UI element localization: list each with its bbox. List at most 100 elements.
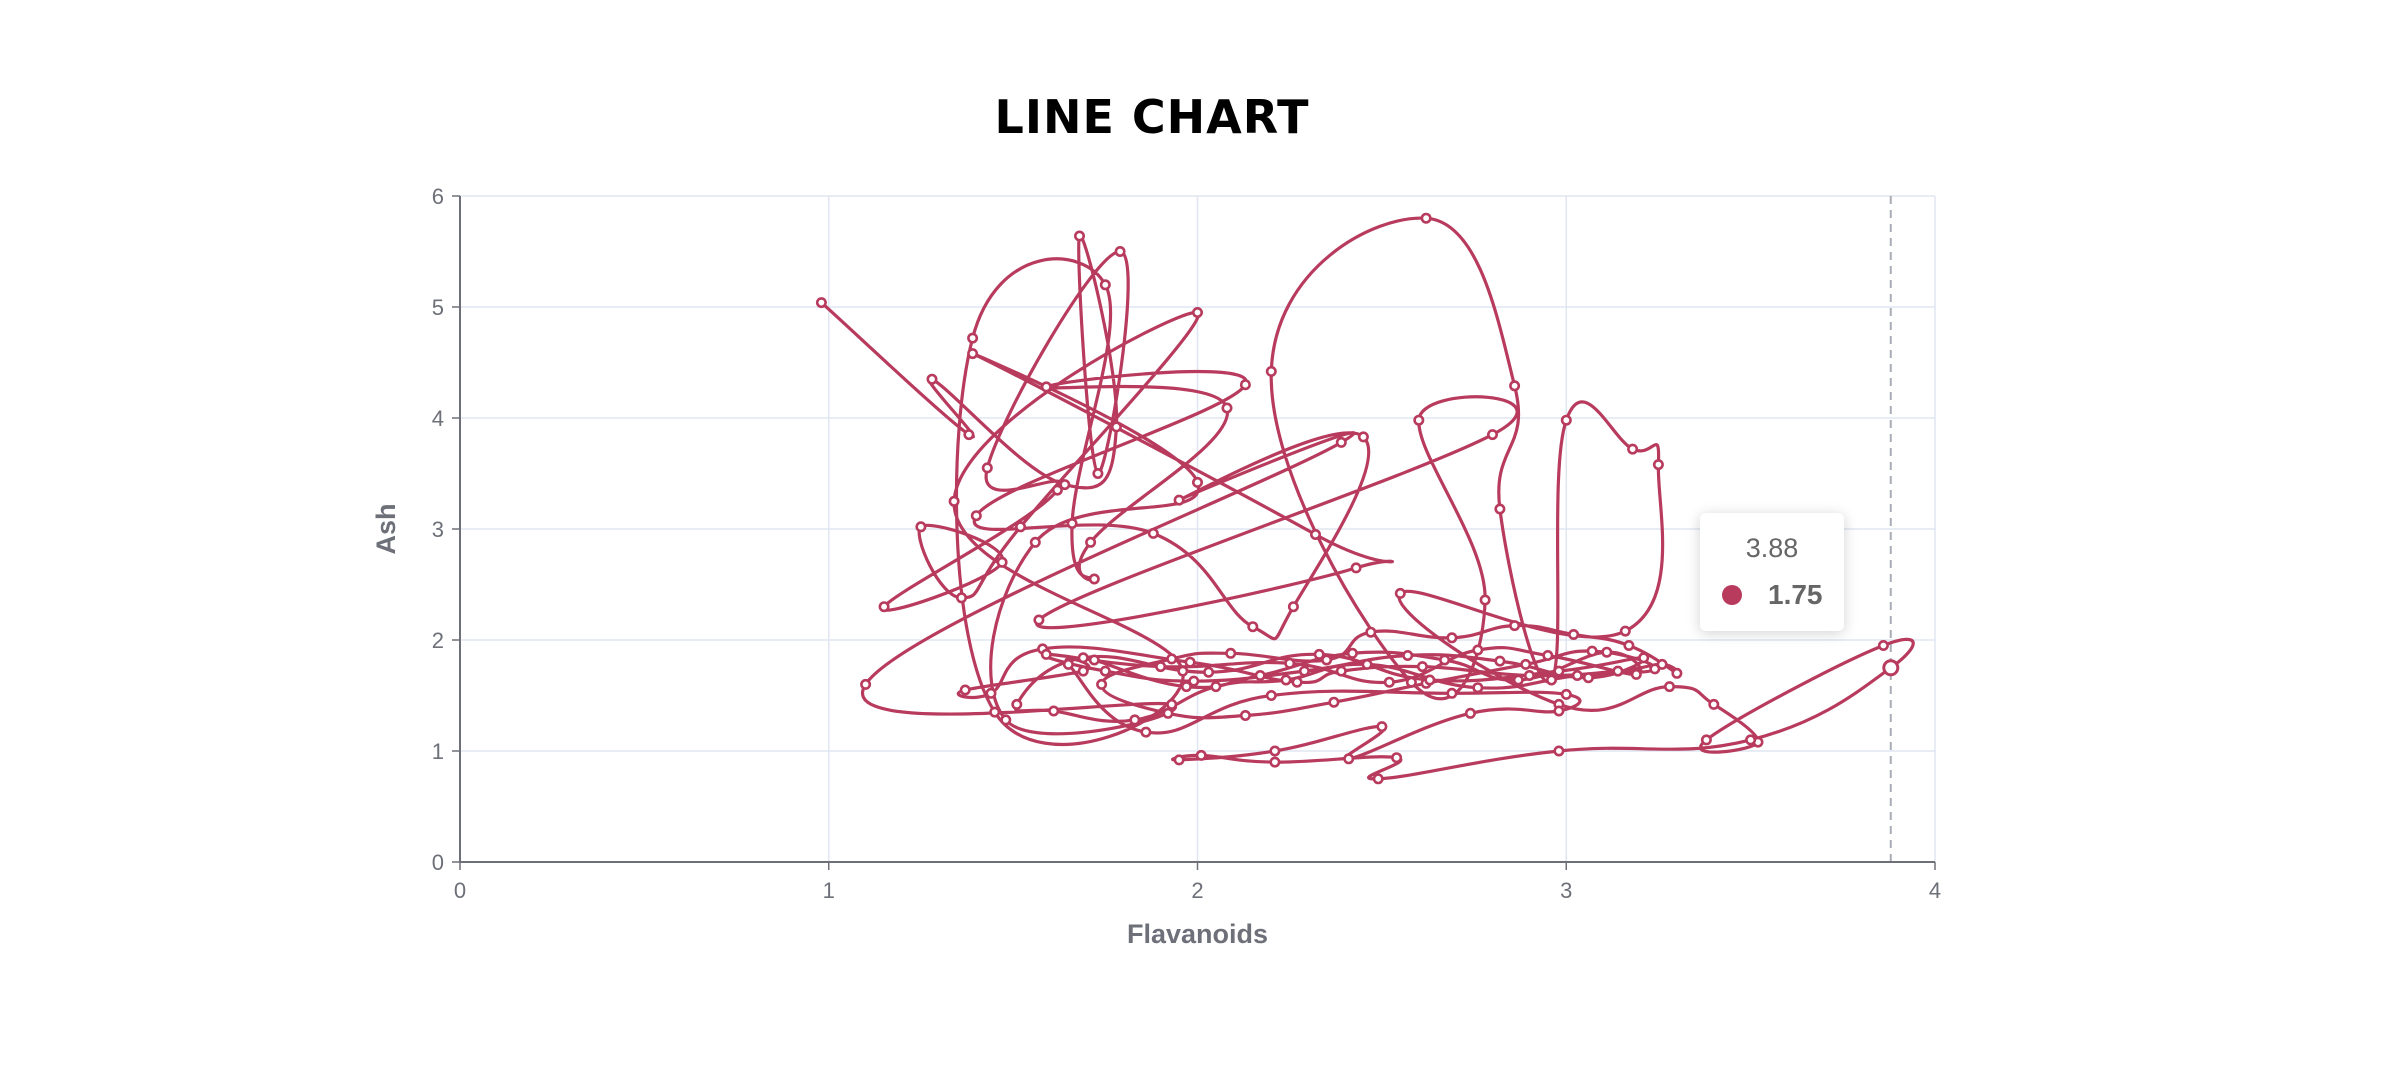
- data-point[interactable]: [926, 373, 938, 385]
- data-point[interactable]: [1335, 665, 1347, 677]
- data-point[interactable]: [1177, 665, 1189, 677]
- data-point[interactable]: [1405, 676, 1417, 688]
- data-point[interactable]: [1357, 431, 1369, 443]
- data-point[interactable]: [1446, 687, 1458, 699]
- data-point[interactable]: [989, 706, 1001, 718]
- data-point[interactable]: [1420, 212, 1432, 224]
- data-point[interactable]: [1479, 594, 1491, 606]
- data-point[interactable]: [1638, 652, 1650, 664]
- data-point[interactable]: [1394, 587, 1406, 599]
- data-point[interactable]: [1439, 654, 1451, 666]
- data-point[interactable]: [1180, 681, 1192, 693]
- data-point[interactable]: [860, 678, 872, 690]
- data-point[interactable]: [1365, 626, 1377, 638]
- data-point[interactable]: [1745, 734, 1757, 746]
- data-point[interactable]: [1346, 647, 1358, 659]
- data-point[interactable]: [1472, 682, 1484, 694]
- data-point[interactable]: [1140, 726, 1152, 738]
- data-point[interactable]: [1446, 632, 1458, 644]
- data-point[interactable]: [1542, 649, 1554, 661]
- data-point[interactable]: [1523, 669, 1535, 681]
- data-point[interactable]: [1269, 756, 1281, 768]
- highlighted-data-point[interactable]: [1882, 659, 1900, 677]
- data-point[interactable]: [1509, 380, 1521, 392]
- data-point[interactable]: [1280, 674, 1292, 686]
- data-point[interactable]: [915, 521, 927, 533]
- data-point[interactable]: [1088, 654, 1100, 666]
- data-point[interactable]: [1221, 402, 1233, 414]
- data-point[interactable]: [1708, 698, 1720, 710]
- data-point[interactable]: [1376, 721, 1388, 733]
- data-point[interactable]: [1048, 705, 1060, 717]
- data-point[interactable]: [1416, 661, 1428, 673]
- data-point[interactable]: [1195, 749, 1207, 761]
- data-point[interactable]: [1239, 709, 1251, 721]
- data-point[interactable]: [1110, 421, 1122, 433]
- data-point[interactable]: [1062, 658, 1074, 670]
- data-point[interactable]: [1413, 414, 1425, 426]
- data-point[interactable]: [1029, 536, 1041, 548]
- data-point[interactable]: [1546, 674, 1558, 686]
- data-point[interactable]: [1051, 484, 1063, 496]
- data-point[interactable]: [1383, 676, 1395, 688]
- data-point[interactable]: [1623, 639, 1635, 651]
- data-point[interactable]: [1700, 734, 1712, 746]
- data-point[interactable]: [1247, 621, 1259, 633]
- data-point[interactable]: [1166, 698, 1178, 710]
- data-point[interactable]: [1011, 698, 1023, 710]
- data-point[interactable]: [1512, 674, 1524, 686]
- data-point[interactable]: [1520, 658, 1532, 670]
- data-point[interactable]: [1361, 658, 1373, 670]
- data-point[interactable]: [1040, 381, 1052, 393]
- data-point[interactable]: [1553, 665, 1565, 677]
- data-point[interactable]: [967, 332, 979, 344]
- data-point[interactable]: [1192, 476, 1204, 488]
- data-point[interactable]: [1162, 707, 1174, 719]
- data-point[interactable]: [1560, 414, 1572, 426]
- data-point[interactable]: [1265, 689, 1277, 701]
- data-point[interactable]: [1099, 665, 1111, 677]
- data-point[interactable]: [1184, 656, 1196, 668]
- data-point[interactable]: [1284, 657, 1296, 669]
- data-point[interactable]: [1619, 625, 1631, 637]
- data-point[interactable]: [1088, 573, 1100, 585]
- data-point[interactable]: [1472, 644, 1484, 656]
- data-point[interactable]: [1287, 601, 1299, 613]
- data-point[interactable]: [1487, 429, 1499, 441]
- data-point[interactable]: [981, 462, 993, 474]
- data-point[interactable]: [948, 495, 960, 507]
- data-point[interactable]: [1877, 639, 1889, 651]
- data-point[interactable]: [1059, 479, 1071, 491]
- data-point[interactable]: [1582, 672, 1594, 684]
- data-point[interactable]: [970, 510, 982, 522]
- data-point[interactable]: [1074, 230, 1086, 242]
- data-point[interactable]: [1464, 707, 1476, 719]
- data-point[interactable]: [996, 556, 1008, 568]
- series-line-layer[interactable]: [820, 216, 1915, 781]
- data-point[interactable]: [1494, 655, 1506, 667]
- data-point[interactable]: [955, 592, 967, 604]
- data-point[interactable]: [1147, 527, 1159, 539]
- data-point[interactable]: [1627, 443, 1639, 455]
- data-point[interactable]: [1077, 652, 1089, 664]
- data-point[interactable]: [1402, 649, 1414, 661]
- data-point[interactable]: [1335, 436, 1347, 448]
- data-point[interactable]: [1033, 614, 1045, 626]
- data-point[interactable]: [1269, 745, 1281, 757]
- data-point[interactable]: [1343, 753, 1355, 765]
- data-point[interactable]: [1092, 467, 1104, 479]
- data-point[interactable]: [1664, 681, 1676, 693]
- data-point[interactable]: [1239, 379, 1251, 391]
- data-point[interactable]: [1553, 745, 1565, 757]
- data-point[interactable]: [985, 687, 997, 699]
- data-point[interactable]: [1560, 688, 1572, 700]
- data-point[interactable]: [1077, 665, 1089, 677]
- data-point[interactable]: [1129, 714, 1141, 726]
- data-point[interactable]: [878, 601, 890, 613]
- data-point[interactable]: [1310, 528, 1322, 540]
- data-point[interactable]: [1649, 663, 1661, 675]
- data-point[interactable]: [959, 684, 971, 696]
- data-point[interactable]: [1155, 661, 1167, 673]
- data-point[interactable]: [1291, 676, 1303, 688]
